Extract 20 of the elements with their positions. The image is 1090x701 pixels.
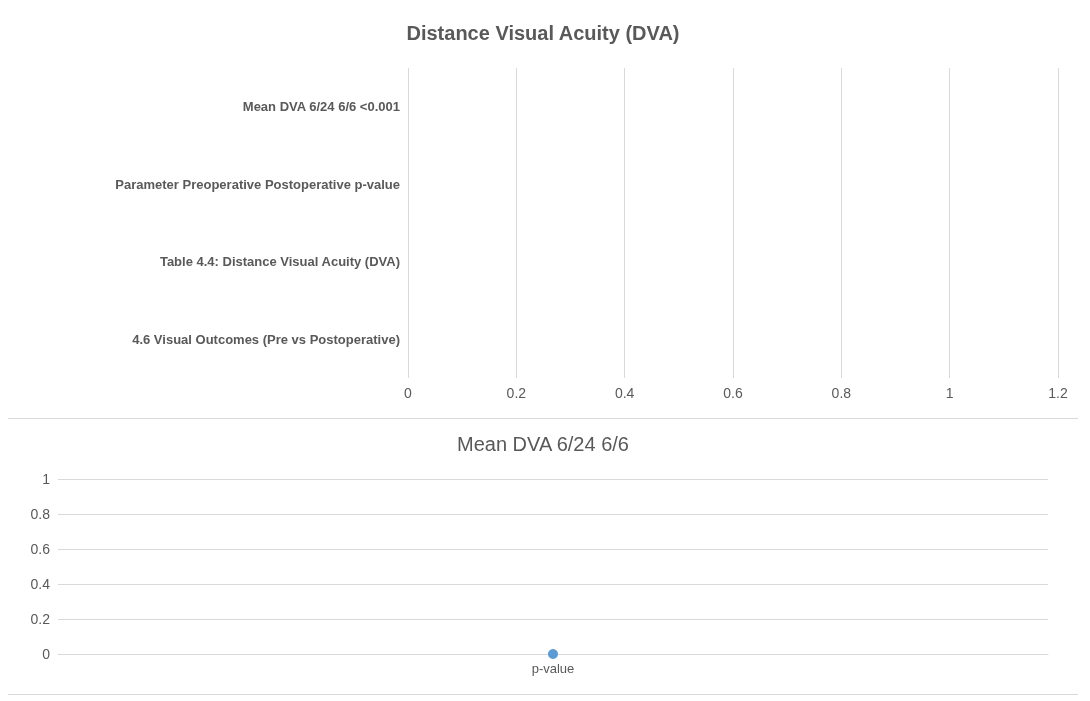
x-tick-label: 0.8 (831, 385, 852, 401)
y-tick-label: 0.6 (30, 541, 51, 557)
y-tick-label: 0.2 (30, 611, 51, 627)
x-tick-label: p-value (531, 661, 575, 676)
chart-title: Mean DVA 6/24 6/6 (457, 433, 629, 455)
x-tick-label: 1.2 (1048, 385, 1068, 401)
y-tick-label: 0.8 (30, 506, 51, 522)
y-tick-label: 0 (42, 646, 51, 662)
x-tick-label: 0.4 (614, 385, 635, 401)
x-tick-label: 1 (945, 385, 954, 401)
x-tick-label: 0.2 (506, 385, 527, 401)
x-tick-label: 0.6 (723, 385, 743, 401)
y-tick-label: 0.4 (30, 576, 51, 592)
y-tick-label: Table 4.4: Distance Visual Acuity (DVA) (159, 254, 400, 270)
x-tick-label: 0 (404, 385, 413, 401)
y-tick-label: Mean DVA 6/24 6/6 <0.001 (242, 99, 400, 115)
y-tick-label: 4.6 Visual Outcomes (Pre vs Postoperative) (132, 331, 400, 347)
y-tick-label: 1 (42, 471, 51, 487)
chart-title: Distance Visual Acuity (DVA) (406, 22, 680, 44)
y-tick-label: Parameter Preoperative Postoperative p-value (115, 176, 400, 192)
